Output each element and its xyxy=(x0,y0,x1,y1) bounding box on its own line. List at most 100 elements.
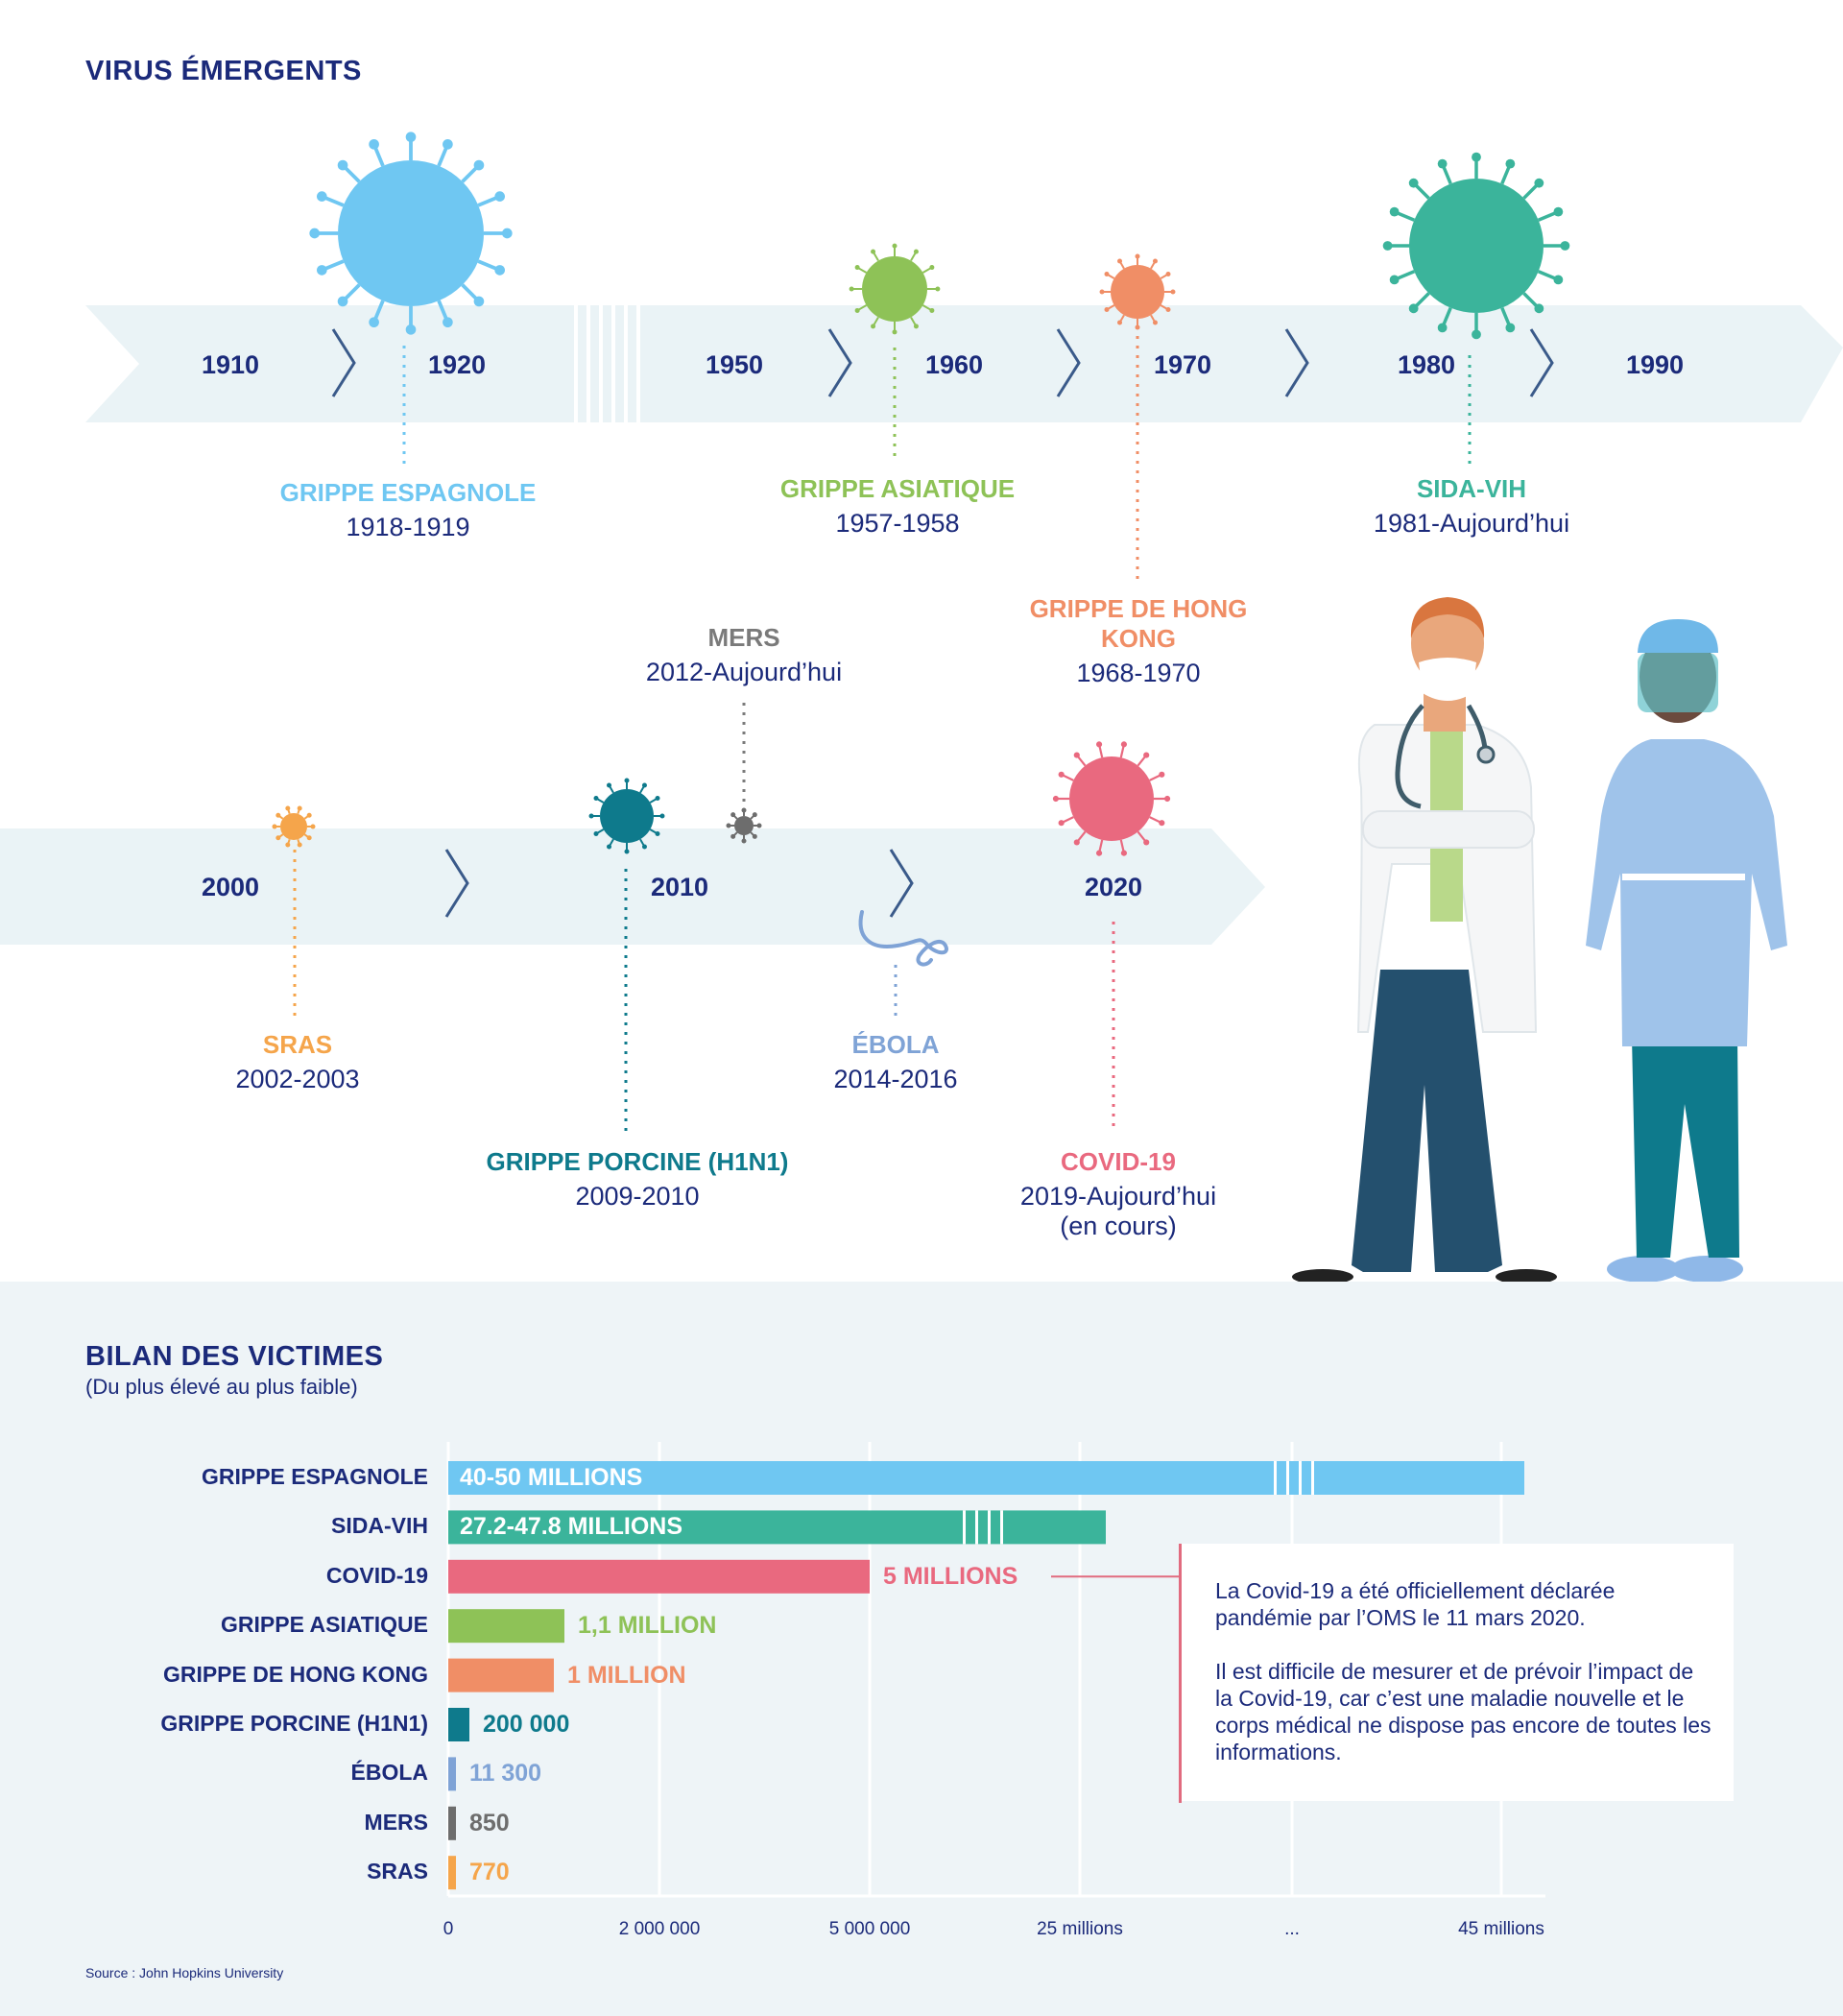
category-label: COVID-19 xyxy=(325,1562,428,1588)
virus-spike-tip xyxy=(730,833,736,839)
virus-spike-tip xyxy=(1505,158,1516,169)
bar-value-label: 40-50 MILLIONS xyxy=(460,1464,643,1491)
virus-spike-tip xyxy=(316,191,327,202)
covid-note-box xyxy=(1181,1544,1734,1801)
virus-spike-tip xyxy=(1058,771,1065,778)
virus-icon-ebola xyxy=(858,910,948,967)
virus-spike-tip xyxy=(1073,839,1080,846)
x-tick-label: 45 millions xyxy=(1458,1919,1544,1939)
event-dates-sars: 2002-2003 xyxy=(235,1065,360,1093)
virus-spike-tip xyxy=(655,830,660,836)
virus-spike-tip xyxy=(641,782,647,788)
virus-spike-tip xyxy=(1095,741,1103,748)
covid-note-p2: Il est difficile de mesurer et de prévoi… xyxy=(1215,1659,1711,1764)
virus-spike-tip xyxy=(1534,303,1544,314)
virus-spike-tip xyxy=(316,265,327,276)
virus-spike-tip xyxy=(1159,820,1165,827)
year-label: 1910 xyxy=(201,350,260,379)
virus-spike-tip xyxy=(1408,303,1419,314)
year-label: 2000 xyxy=(201,873,260,901)
bar-break xyxy=(988,1510,991,1545)
virus-spike-tip xyxy=(1117,320,1123,325)
year-label: 2010 xyxy=(650,873,709,901)
event-name-asian-flu: GRIPPE ASIATIQUE xyxy=(779,474,1016,503)
bar-value-label: 770 xyxy=(469,1859,510,1886)
virus-spike-tip xyxy=(849,286,854,292)
virus-spike-tip xyxy=(1104,272,1110,277)
virus-spike-tip xyxy=(641,844,647,850)
virus-spike-tip xyxy=(1389,275,1400,285)
bar-break xyxy=(1274,1461,1277,1495)
virus-spike-tip xyxy=(309,228,320,239)
bar xyxy=(448,1510,1106,1545)
victims-title: BILAN DES VICTIMES xyxy=(85,1341,384,1372)
virus-spike-tip xyxy=(1104,306,1110,312)
virus-spike-tip xyxy=(369,317,379,328)
event-dates-spanish-flu: 1918-1919 xyxy=(346,513,470,541)
virus-spike-tip xyxy=(854,265,860,271)
category-label: GRIPPE ASIATIQUE xyxy=(221,1612,428,1638)
bar-value-label: 11 300 xyxy=(469,1760,542,1788)
category-label: SRAS xyxy=(367,1859,428,1884)
virus-spike-tip xyxy=(659,813,665,819)
virus-spike-tip xyxy=(752,833,757,839)
bar-break xyxy=(1286,1461,1289,1495)
virus-spike-tip xyxy=(935,286,941,292)
virus-spike-tip xyxy=(913,324,919,329)
category-label: MERS xyxy=(364,1809,428,1835)
virus-spike-tip xyxy=(1135,253,1140,259)
virus-spike-tip xyxy=(297,805,302,811)
category-label: GRIPPE PORCINE (H1N1) xyxy=(160,1711,428,1736)
virus-spike-tip xyxy=(494,191,506,202)
year-label: 1970 xyxy=(1153,350,1212,379)
virus-spike-tip xyxy=(1560,241,1570,251)
virus-spike-tip xyxy=(588,813,594,819)
virus-spike-tip xyxy=(655,796,660,802)
x-tick-label: 5 000 000 xyxy=(828,1919,911,1939)
covid-note-p1: La Covid-19 a été officiellement déclaré… xyxy=(1215,1578,1616,1630)
virus-icon-hongkong-flu xyxy=(1099,253,1176,330)
virus-spike-tip xyxy=(871,324,876,329)
virus-spike-tip xyxy=(310,824,316,829)
virus-spike-tip xyxy=(1143,752,1150,758)
virus-spike-tip xyxy=(892,329,898,335)
virus-spike-tip xyxy=(1099,289,1105,295)
bar-break xyxy=(1299,1461,1302,1495)
virus-spike-tip xyxy=(306,835,312,841)
virus-spike-tip xyxy=(929,265,935,271)
event-dates-mers: 2012-Aujourd’hui xyxy=(645,658,843,686)
virus-spike-tip xyxy=(1164,795,1171,803)
bar xyxy=(448,1708,469,1741)
virus-spike-tip xyxy=(741,838,747,844)
event-dates-covid-status: (en cours) xyxy=(1060,1212,1177,1240)
timeline-break xyxy=(574,305,640,422)
virus-spike-tip xyxy=(285,805,291,811)
event-dates-covid: 2019-Aujourd’hui xyxy=(1019,1182,1217,1211)
virus-spike-tip xyxy=(1534,178,1544,188)
virus-spike-tip xyxy=(494,265,506,276)
virus-icon-sars xyxy=(272,805,316,848)
nurse-illustration xyxy=(1586,619,1787,1282)
chevrons-bottom xyxy=(444,849,914,918)
bar xyxy=(448,1461,1524,1495)
source-credit: Source : John Hopkins University xyxy=(85,1965,284,1980)
event-dates-asian-flu: 1957-1958 xyxy=(835,509,960,538)
virus-spike-tip xyxy=(756,823,762,828)
doctor-illustration xyxy=(1292,597,1557,1282)
x-tick-label: 0 xyxy=(443,1919,454,1939)
virus-spike-tip xyxy=(1170,289,1176,295)
event-dates-ebola: 2014-2016 xyxy=(833,1065,958,1093)
bar-value-label: 27.2-47.8 MILLIONS xyxy=(460,1513,683,1541)
virus-spike-tip xyxy=(1159,771,1165,778)
virus-spike-tip xyxy=(1143,839,1150,846)
victims-subtitle: (Du plus élevé au plus faible) xyxy=(85,1375,358,1399)
virus-spike-tip xyxy=(913,249,919,254)
virus-icon-asian-flu xyxy=(849,243,941,335)
virus-spike-tip xyxy=(752,812,757,818)
virus-spike-tip xyxy=(443,138,453,150)
bar-break xyxy=(975,1510,978,1545)
event-name-mers: MERS xyxy=(707,623,780,652)
virus-spike-tip xyxy=(337,159,348,171)
virus-spike-tip xyxy=(871,249,876,254)
